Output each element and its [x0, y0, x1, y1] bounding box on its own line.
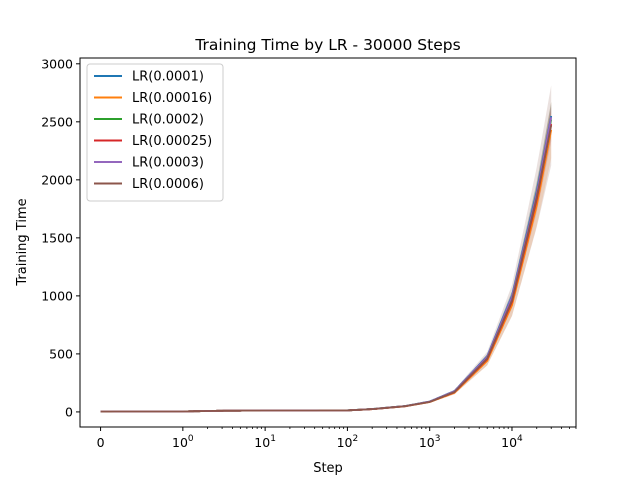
series-line-5: [100, 125, 553, 413]
legend-label-2: LR(0.0002): [132, 113, 204, 128]
axes-frame: [79, 57, 577, 428]
legend-label-3: LR(0.00025): [132, 134, 212, 149]
y-tick-label: 0: [65, 404, 73, 419]
x-axis-ticks: 0 100 101 102 103 104: [97, 427, 577, 450]
x-tick-label: 103: [419, 434, 441, 450]
y-tick-label: 3000: [41, 56, 73, 71]
x-tick-label: 104: [501, 434, 523, 450]
legend: LR(0.0001) LR(0.00016) LR(0.0002) LR(0.0002…: [86, 63, 224, 202]
y-tick-label: 1500: [41, 230, 73, 245]
y-tick-label: 1000: [41, 288, 73, 303]
legend-label-0: LR(0.0001): [132, 70, 204, 85]
legend-label-1: LR(0.00016): [132, 91, 212, 106]
y-tick-label: 2500: [41, 114, 73, 129]
y-tick-label: 500: [49, 346, 73, 361]
legend-label-5: LR(0.0006): [132, 177, 204, 192]
x-tick-label: 102: [337, 434, 359, 450]
legend-label-4: LR(0.0003): [132, 156, 204, 171]
x-tick-label: 100: [172, 434, 194, 450]
y-axis-label: Training Time: [15, 198, 30, 286]
chart-title: Training Time by LR - 30000 Steps: [194, 36, 460, 54]
x-tick-label: 0: [97, 435, 105, 450]
x-tick-label: 101: [254, 434, 276, 450]
series-lines: [100, 115, 553, 413]
y-tick-label: 2000: [41, 172, 73, 187]
x-axis-label: Step: [313, 461, 343, 476]
y-axis-ticks: 0 500 1000 1500 2000 2500 3000: [41, 56, 80, 419]
